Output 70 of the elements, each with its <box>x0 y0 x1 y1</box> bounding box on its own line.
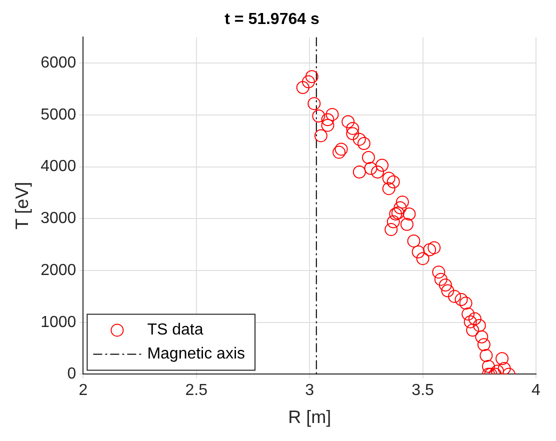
point <box>308 97 321 110</box>
y-tick-label: 1000 <box>40 314 76 331</box>
point <box>423 243 436 256</box>
point <box>454 293 468 306</box>
y-tick-label: 5000 <box>40 106 76 124</box>
point <box>296 80 310 94</box>
x-tick-label: 2 <box>78 382 88 400</box>
point <box>434 272 448 286</box>
point <box>302 75 315 88</box>
point <box>448 290 461 303</box>
point <box>412 245 425 258</box>
point <box>346 122 360 135</box>
point <box>394 201 407 214</box>
y-tick-label: 6000 <box>40 54 76 72</box>
x-tick-label: 4 <box>532 382 541 400</box>
point <box>428 241 441 254</box>
point <box>464 315 477 328</box>
chart-title: t = 51.9764 s <box>224 11 320 28</box>
y-tick-label: 2000 <box>40 262 76 279</box>
point <box>396 196 409 209</box>
ref-line-label: Magnetic axis <box>147 346 246 363</box>
point <box>357 136 370 150</box>
point <box>382 172 396 185</box>
point <box>480 349 493 362</box>
point <box>416 252 430 266</box>
point <box>402 207 416 220</box>
point <box>468 312 482 326</box>
point <box>498 362 511 374</box>
point <box>334 142 348 156</box>
point <box>475 330 488 344</box>
point <box>342 115 355 128</box>
x-axis-title: R [m] <box>288 407 332 428</box>
point <box>441 284 454 298</box>
x-tick-label: 3 <box>305 382 314 400</box>
point <box>332 146 346 159</box>
point <box>312 110 326 123</box>
point <box>362 150 375 164</box>
point <box>364 162 378 175</box>
point <box>321 118 334 132</box>
point <box>462 308 475 321</box>
point <box>314 129 328 142</box>
point <box>466 324 480 337</box>
y-tick-label: 3000 <box>40 210 76 228</box>
x-tick-label: 3.5 <box>412 382 434 400</box>
point <box>326 108 339 121</box>
point <box>477 338 490 352</box>
point <box>482 360 495 373</box>
point <box>386 215 400 228</box>
point <box>438 278 452 292</box>
y-tick-label: 4000 <box>40 158 76 176</box>
point <box>459 296 472 310</box>
point <box>346 127 360 140</box>
legend-label: TS data <box>147 322 204 339</box>
point <box>321 113 334 126</box>
point <box>384 223 398 236</box>
point <box>386 175 400 188</box>
x-tick-label: 2.5 <box>185 382 208 400</box>
point <box>432 266 446 279</box>
y-tick-label: 0 <box>67 366 76 383</box>
point <box>352 132 366 146</box>
point <box>400 218 414 231</box>
point <box>305 70 318 84</box>
point <box>407 234 420 248</box>
point <box>472 318 486 332</box>
point <box>496 352 509 366</box>
point <box>371 166 384 178</box>
point <box>376 158 389 172</box>
y-axis-title: T [eV] <box>12 182 32 230</box>
point <box>382 182 396 196</box>
point <box>352 166 366 178</box>
